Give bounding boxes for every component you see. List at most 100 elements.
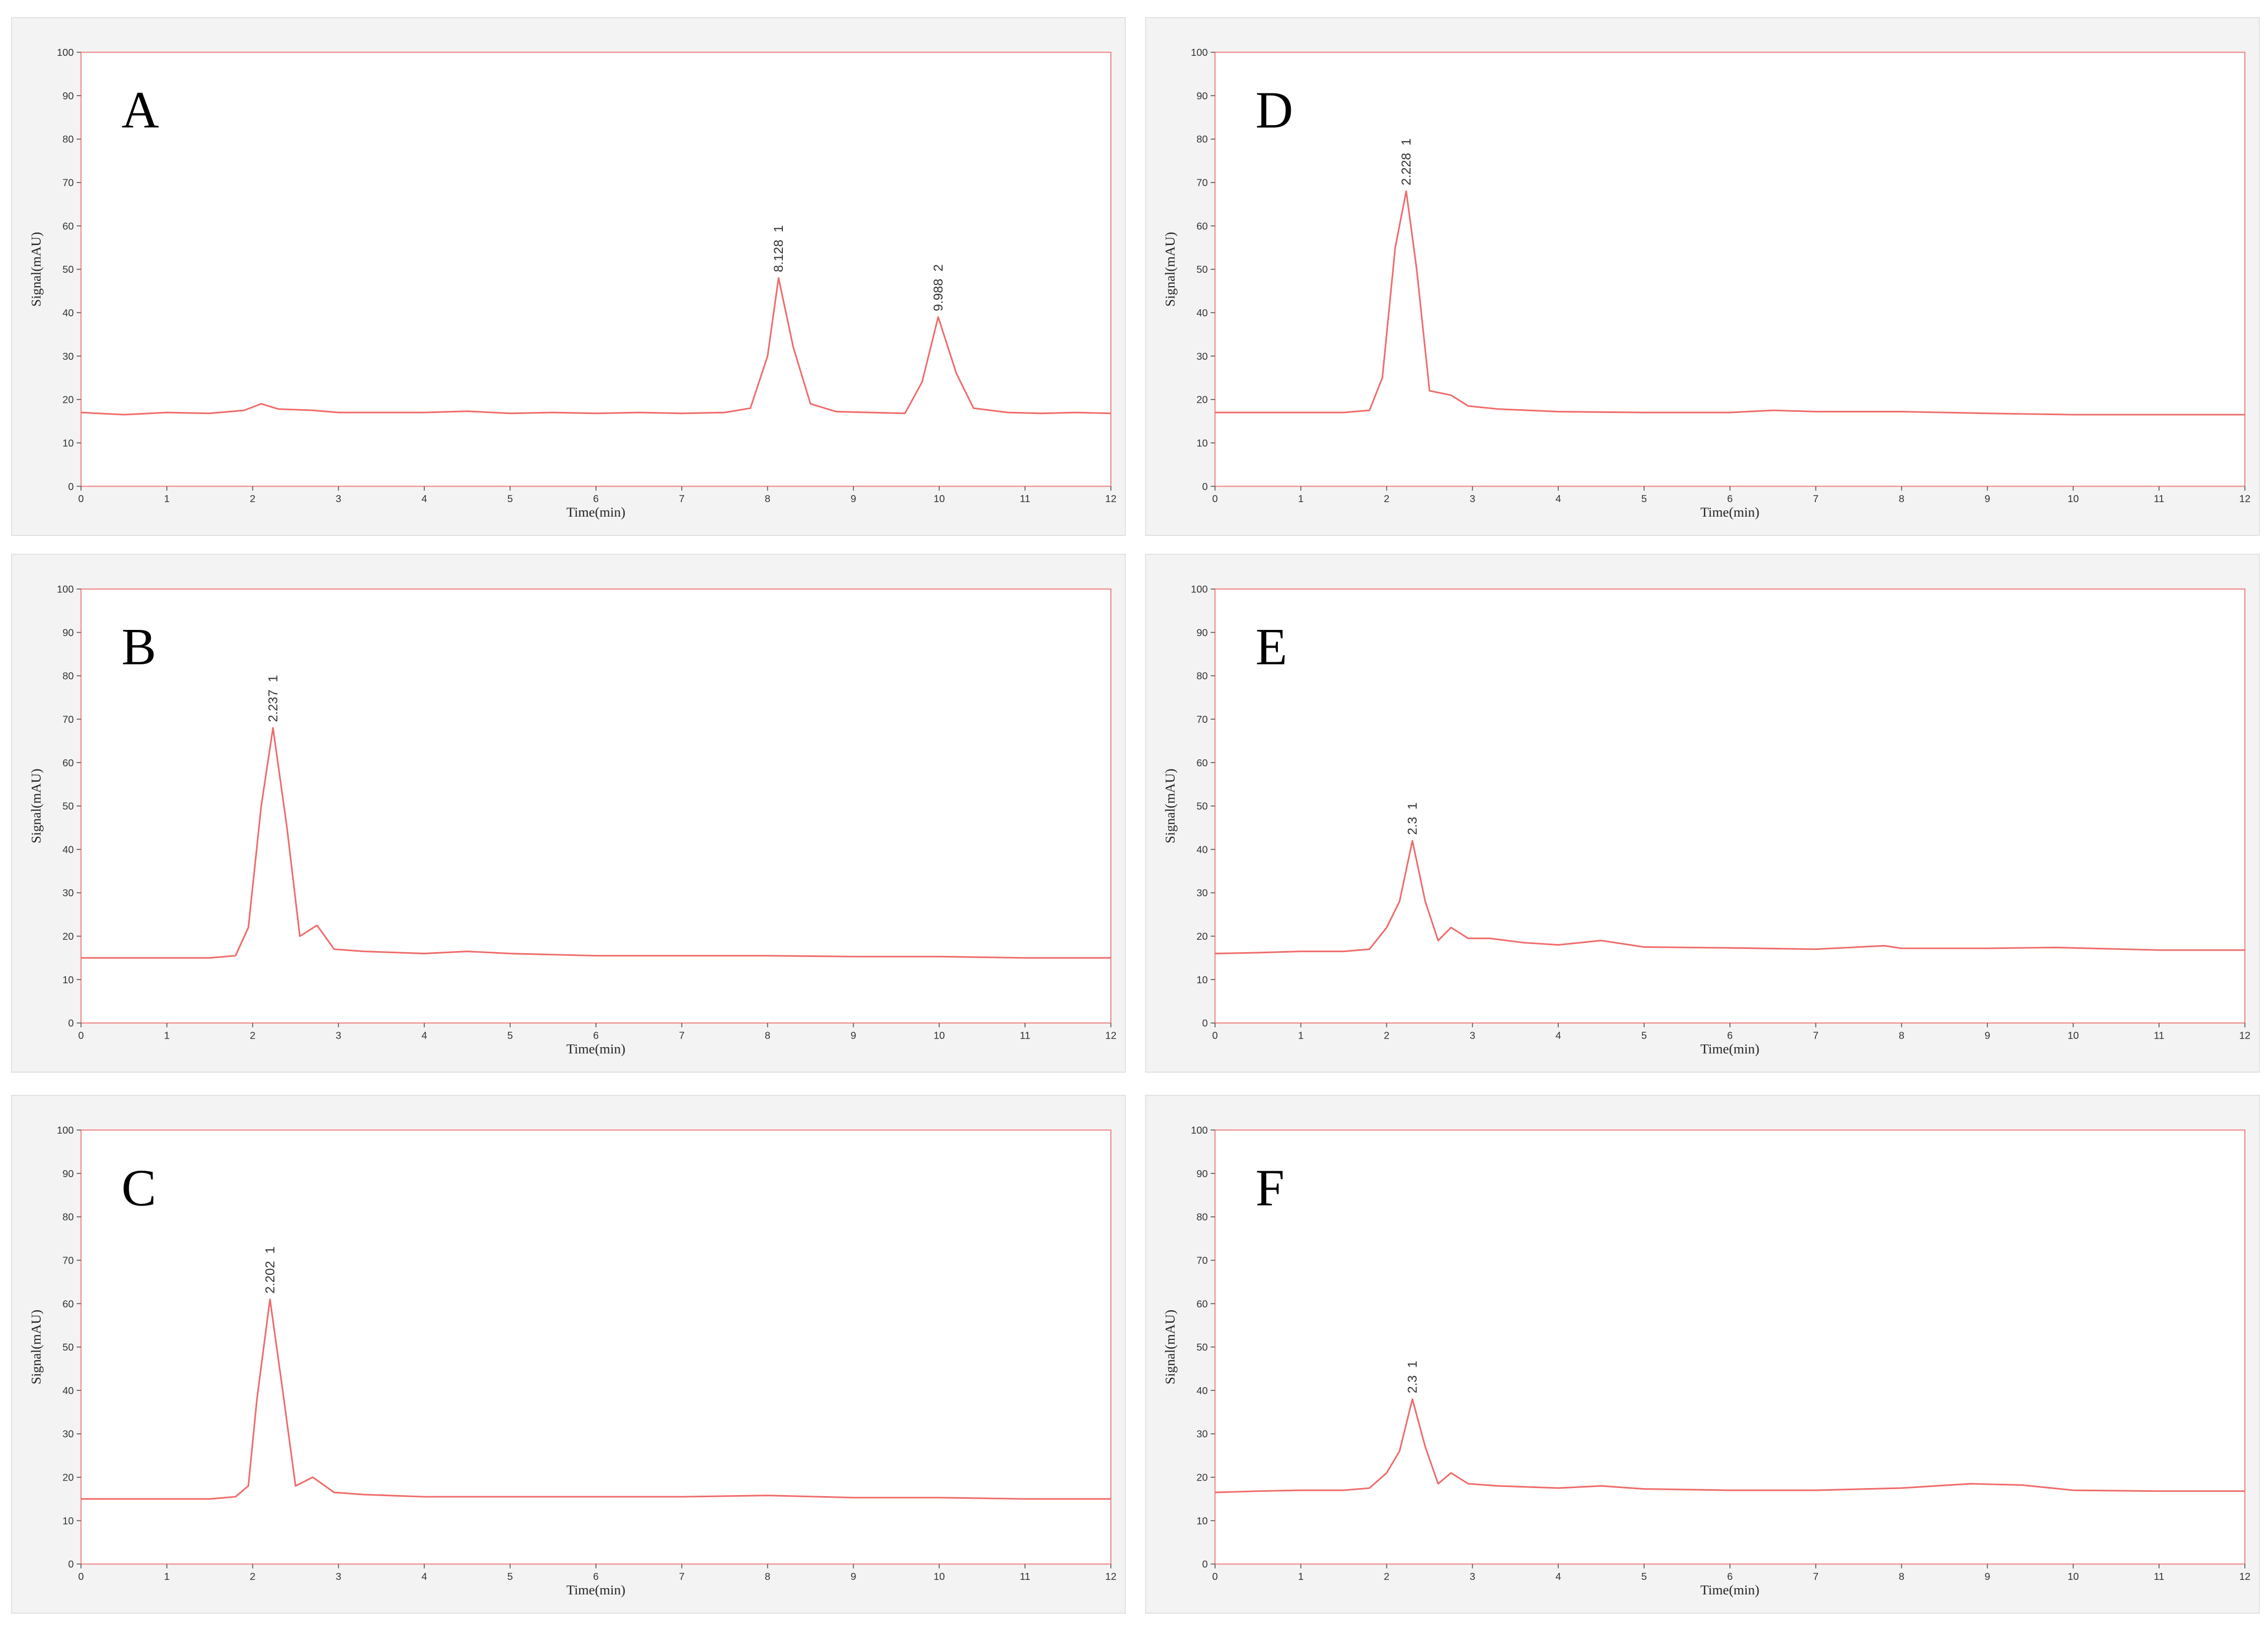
y-tick-label: 90	[1196, 1168, 1208, 1179]
y-tick-label: 100	[57, 584, 74, 595]
x-tick-label: 10	[934, 1571, 945, 1582]
y-tick-label: 80	[62, 1212, 74, 1223]
peak-label: 8.128 1	[772, 225, 786, 272]
y-tick-label: 10	[62, 974, 74, 985]
y-tick-label: 100	[1191, 584, 1208, 595]
y-tick-label: 50	[1196, 1341, 1208, 1353]
y-tick-label: 70	[1196, 714, 1208, 725]
y-tick-label: 80	[62, 670, 74, 681]
y-tick-label: 100	[57, 47, 74, 58]
x-tick-label: 9	[851, 1030, 856, 1041]
peak-label: 9.988 2	[931, 264, 946, 311]
y-tick-label: 90	[1196, 627, 1208, 638]
x-axis-label: Time(min)	[566, 1582, 626, 1598]
plot-area	[1214, 1129, 2245, 1565]
y-tick-label: 30	[1196, 1428, 1208, 1440]
x-tick-label: 4	[421, 1030, 427, 1041]
y-tick-label: 20	[62, 931, 74, 942]
y-tick-label: 40	[1196, 844, 1208, 855]
x-tick-label: 7	[1813, 1030, 1818, 1041]
x-tick-label: 4	[1555, 493, 1561, 504]
y-axis-label: Signal(mAU)	[28, 232, 43, 307]
plot-area	[1214, 52, 2245, 487]
x-tick-label: 8	[765, 1571, 770, 1582]
x-axis-label: Time(min)	[1700, 1582, 1760, 1598]
x-tick-label: 11	[1020, 493, 1030, 504]
y-tick-label: 0	[68, 1558, 74, 1570]
y-tick-label: 10	[62, 437, 74, 448]
y-tick-label: 20	[1196, 931, 1208, 942]
y-tick-label: 70	[1196, 177, 1208, 188]
x-tick-label: 8	[1899, 1571, 1904, 1582]
y-tick-label: 30	[1196, 351, 1208, 362]
y-tick-label: 20	[62, 394, 74, 405]
x-tick-label: 0	[78, 1571, 84, 1582]
y-tick-label: 10	[1196, 437, 1208, 448]
panel-letter: F	[1255, 1159, 1284, 1216]
plot-area	[80, 52, 1111, 487]
x-axis-label: Time(min)	[566, 504, 626, 520]
x-tick-label: 12	[2239, 1571, 2250, 1582]
y-tick-label: 0	[1202, 1018, 1208, 1029]
x-tick-label: 3	[336, 1571, 341, 1582]
x-tick-label: 12	[2239, 493, 2250, 504]
x-tick-label: 0	[78, 493, 84, 504]
x-tick-label: 0	[1212, 1571, 1218, 1582]
x-tick-label: 0	[78, 1030, 84, 1041]
y-tick-label: 0	[1202, 481, 1208, 492]
y-axis-label: Signal(mAU)	[28, 1310, 43, 1384]
y-tick-label: 10	[62, 1515, 74, 1526]
y-tick-label: 70	[62, 1254, 74, 1266]
x-tick-label: 3	[336, 1030, 341, 1041]
x-tick-label: 10	[934, 1030, 945, 1041]
x-tick-label: 11	[1020, 1030, 1030, 1041]
x-tick-label: 6	[1727, 1030, 1733, 1041]
panel-letter: A	[121, 81, 159, 139]
x-tick-label: 5	[507, 493, 513, 504]
x-tick-label: 5	[1641, 1030, 1647, 1041]
x-tick-label: 5	[1641, 1571, 1647, 1582]
panel-letter: D	[1255, 81, 1293, 139]
y-tick-label: 90	[62, 90, 74, 101]
plot-area	[80, 588, 1111, 1024]
x-axis-label: Time(min)	[1700, 1041, 1760, 1057]
x-tick-label: 1	[1298, 1030, 1303, 1041]
y-tick-label: 30	[62, 351, 74, 362]
x-tick-label: 6	[593, 1571, 599, 1582]
peak-label: 2.3 1	[1406, 1361, 1420, 1394]
x-tick-label: 9	[851, 1571, 856, 1582]
y-tick-label: 70	[62, 714, 74, 725]
x-tick-label: 8	[1899, 1030, 1904, 1041]
x-tick-label: 12	[1105, 1571, 1116, 1582]
x-tick-label: 6	[1727, 1571, 1733, 1582]
x-tick-label: 7	[679, 493, 684, 504]
y-tick-label: 100	[1191, 47, 1208, 58]
y-tick-label: 80	[62, 134, 74, 145]
y-tick-label: 100	[1191, 1125, 1208, 1136]
x-tick-label: 12	[1105, 1030, 1116, 1041]
y-tick-label: 20	[1196, 1472, 1208, 1483]
peak-label: 2.3 1	[1406, 802, 1420, 835]
x-tick-label: 9	[1985, 1571, 1990, 1582]
x-tick-label: 9	[1985, 1030, 1990, 1041]
y-tick-label: 30	[62, 887, 74, 898]
x-tick-label: 2	[1384, 1030, 1389, 1041]
x-tick-label: 1	[164, 493, 169, 504]
y-tick-label: 60	[1196, 220, 1208, 231]
plot-area	[1214, 588, 2245, 1024]
y-tick-label: 40	[1196, 307, 1208, 318]
x-tick-label: 6	[593, 493, 599, 504]
y-tick-label: 60	[1196, 757, 1208, 768]
y-tick-label: 0	[1202, 1558, 1208, 1570]
y-tick-label: 60	[62, 220, 74, 231]
x-tick-label: 4	[421, 493, 427, 504]
x-tick-label: 7	[1813, 493, 1818, 504]
x-tick-label: 12	[1105, 493, 1116, 504]
x-tick-label: 10	[934, 493, 945, 504]
y-axis-label: Signal(mAU)	[1162, 232, 1177, 307]
x-tick-label: 8	[1899, 493, 1904, 504]
x-tick-label: 2	[1384, 1571, 1389, 1582]
